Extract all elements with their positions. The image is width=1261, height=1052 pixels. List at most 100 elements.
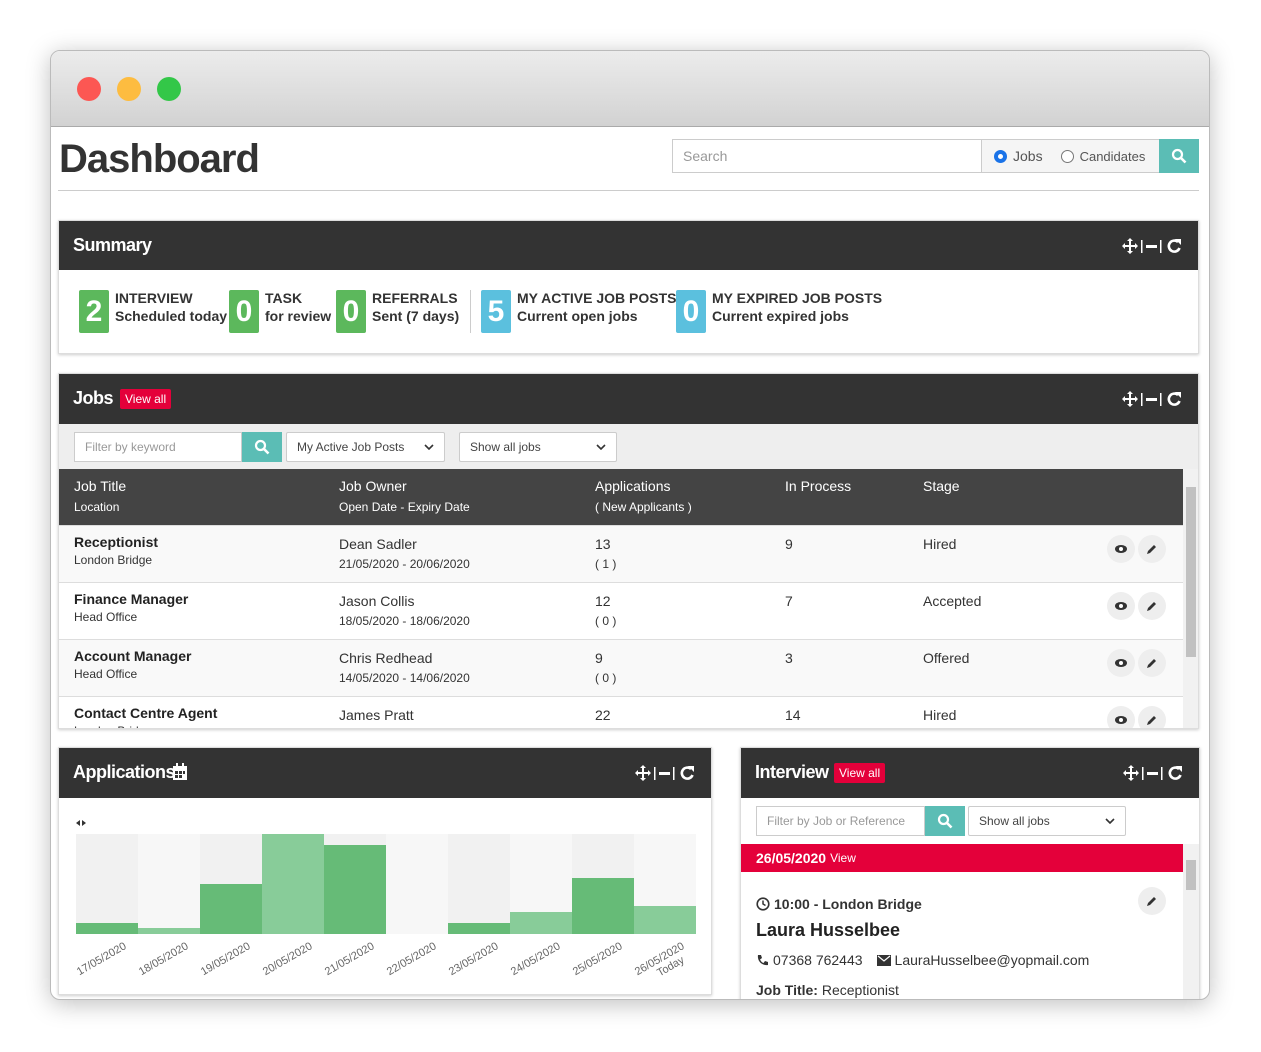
column-header: Applications (595, 478, 671, 494)
pencil-icon (1147, 545, 1156, 554)
scroll-thumb[interactable] (1186, 860, 1196, 890)
panel-tools[interactable] (635, 764, 699, 787)
job-stage: Accepted (923, 593, 982, 609)
applications-count: 12 (595, 593, 611, 609)
email[interactable]: LauraHusselbee@yopmail.com (894, 952, 1090, 968)
job-title: Receptionist (74, 534, 159, 550)
job-title-label: Job Title: (756, 982, 818, 998)
panel-title: Interview (755, 762, 829, 782)
select-text: My Active Job Posts (297, 440, 405, 454)
tool-icons (1122, 238, 1181, 254)
table-row: Contact Centre Agent London Bridge James P… (59, 696, 1183, 728)
new-applicants: ( 1 ) (595, 557, 617, 571)
jobs-panel: Jobs View all Filter by keyword My Activ… (58, 373, 1199, 729)
count-badge: 0 (336, 290, 366, 333)
edit-button[interactable] (1138, 649, 1166, 677)
interview-filter[interactable]: Filter by Job or Reference (756, 806, 925, 836)
job-title: Account Manager (74, 648, 192, 664)
job-location: Head Office (74, 610, 138, 624)
view-all-button[interactable]: View all (120, 389, 172, 409)
radio-label[interactable]: Candidates (1079, 148, 1146, 164)
edit-button[interactable] (1138, 592, 1166, 620)
scroll-thumb[interactable] (1186, 487, 1196, 657)
interview-time: 10:00 - London Bridge (774, 896, 922, 912)
status-select[interactable]: Show all jobs (459, 432, 617, 462)
summary-sub: Sent (7 days) (372, 308, 460, 324)
job-dates: 14/05/2020 - 14/06/2020 (339, 671, 470, 685)
select-text: Show all jobs (979, 814, 1050, 828)
job-title: Receptionist (821, 982, 899, 998)
scroll-arrows[interactable] (76, 820, 86, 826)
summary-label: MY ACTIVE JOB POSTS (517, 290, 677, 306)
tool-icons (1122, 391, 1181, 407)
bar (76, 923, 138, 934)
scrollbar[interactable] (1183, 844, 1199, 999)
job-owner: James Pratt (339, 707, 414, 723)
edit-button[interactable] (1138, 706, 1166, 728)
summary-sub: for review (265, 308, 332, 324)
maximize-button[interactable] (157, 77, 181, 101)
view-button[interactable] (1107, 592, 1135, 620)
bar (634, 906, 696, 934)
phone-icon (757, 954, 768, 965)
search-input[interactable]: Search (672, 139, 982, 173)
in-process-count: 3 (785, 650, 793, 666)
view-all-button[interactable]: View all (834, 763, 886, 783)
radio-label[interactable]: Jobs (1013, 148, 1043, 164)
bar (510, 912, 572, 934)
chevron (424, 444, 434, 450)
edit-button[interactable] (1138, 535, 1166, 563)
job-location: Head Office (74, 667, 138, 681)
job-dates: 21/05/2020 - 20/06/2020 (339, 557, 470, 571)
job-stage: Offered (923, 650, 970, 666)
panel-tools[interactable] (1122, 390, 1186, 413)
job-owner: Dean Sadler (339, 536, 417, 552)
in-process-count: 14 (785, 707, 801, 723)
clock-icon (756, 897, 770, 911)
column-background (76, 834, 138, 934)
count-badge: 0 (229, 290, 259, 333)
job-stage: Hired (923, 536, 957, 552)
interview-time-row: 10:00 - London Bridge (756, 896, 922, 912)
column-header: Stage (923, 478, 960, 494)
pencil-icon (1147, 602, 1156, 611)
search-button[interactable] (1159, 139, 1199, 173)
search-button[interactable] (242, 432, 282, 462)
search-button[interactable] (925, 806, 965, 836)
summary-sub: Current open jobs (517, 308, 638, 324)
radio[interactable] (1060, 149, 1074, 163)
table-row: Finance Manager Head Office Jason Collis 18… (59, 582, 1183, 639)
view-button[interactable] (1107, 649, 1135, 677)
interview-select[interactable]: Show all jobs (968, 806, 1126, 836)
x-tick-label: 17/05/2020 (75, 940, 129, 978)
page-title: Dashboard (59, 137, 260, 181)
new-applicants: ( 0 ) (595, 671, 617, 685)
eye-icon (1115, 716, 1127, 724)
bar (572, 878, 634, 934)
panel-tools[interactable] (1122, 237, 1186, 260)
summary-sub: Scheduled today (115, 308, 228, 324)
view-button[interactable] (1107, 535, 1135, 563)
radio-checked[interactable] (994, 149, 1007, 163)
keyword-filter[interactable]: Filter by keyword (74, 432, 242, 462)
minimize-button[interactable] (117, 77, 141, 101)
edit-button[interactable] (1138, 887, 1166, 915)
column-subheader: ( New Applicants ) (595, 500, 692, 514)
tool-icons (635, 765, 694, 781)
phone: 07368 762443 (773, 952, 863, 968)
table-row: Receptionist London Bridge Dean Sadler 21/0… (59, 525, 1183, 582)
pencil-icon (1147, 897, 1156, 906)
count-badge: 5 (481, 290, 511, 333)
job-owner: Chris Redhead (339, 650, 433, 666)
panel-tools[interactable] (1123, 764, 1187, 787)
owner-select[interactable]: My Active Job Posts (286, 432, 445, 462)
panel-header: Summary (59, 221, 1198, 270)
table-row: Account Manager Head Office Chris Redhead 1… (59, 639, 1183, 696)
in-process-count: 7 (785, 593, 793, 609)
panel-title: Jobs (73, 388, 114, 408)
scrollbar[interactable] (1183, 469, 1198, 728)
view-button[interactable] (1107, 706, 1135, 728)
job-title-row: Job Title: Receptionist (756, 982, 899, 998)
close-button[interactable] (77, 77, 101, 101)
view-link[interactable]: View (830, 851, 856, 865)
